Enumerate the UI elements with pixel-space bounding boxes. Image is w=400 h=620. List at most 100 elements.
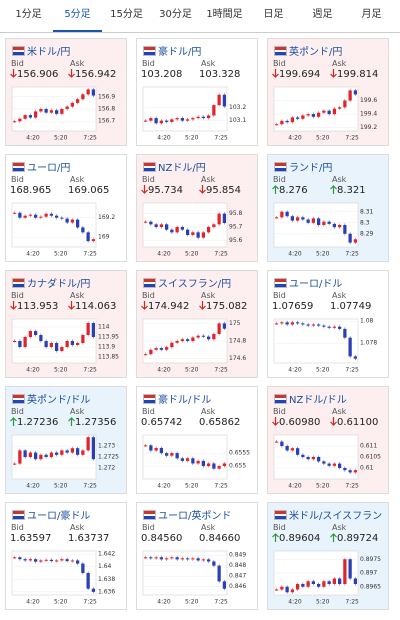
flag-icon	[12, 394, 25, 404]
x-tick-label: 4:20	[26, 483, 40, 490]
currency-card[interactable]: ユーロ/円 Bid Ask 168.965 169.065 169.2 169 4:20 5:2…	[5, 154, 127, 262]
tab[interactable]: 5分足	[53, 0, 102, 32]
candle	[301, 454, 305, 457]
candle	[60, 347, 64, 351]
currency-card[interactable]: ユーロ/豪ドル Bid Ask 1.63597 1.63737 1.642 1.64 1.63…	[5, 502, 127, 610]
candle	[13, 557, 17, 559]
tab[interactable]: 1分足	[15, 9, 42, 20]
candle	[170, 557, 174, 559]
arrow	[272, 69, 279, 78]
candle	[154, 447, 158, 451]
ask-value: 199.814	[330, 69, 378, 80]
currency-card[interactable]: ユーロ/英ポンド Bid Ask 0.84560 0.84660 0.849 0.848 0.…	[136, 502, 258, 610]
currency-card[interactable]: NZドル/円 Bid Ask 95.734 95.854 95.8 95.7 95.6 4:20…	[136, 154, 258, 262]
mini-chart: 114 113.95 113.9 113.85 4:20 5:20 7:25	[11, 318, 119, 374]
candle	[49, 213, 53, 216]
candle	[175, 557, 179, 560]
tab[interactable]: 月足	[361, 9, 382, 20]
x-tick-label: 7:25	[214, 367, 228, 374]
candle	[212, 333, 216, 340]
candle	[144, 557, 148, 559]
plot-bg	[142, 434, 228, 480]
candle	[55, 560, 59, 562]
candle	[76, 343, 80, 345]
candle	[60, 217, 64, 219]
x-tick-label: 7:25	[345, 599, 359, 606]
ask-text: 156.942	[75, 69, 117, 80]
candle	[44, 559, 48, 561]
trend-arrow	[10, 69, 17, 78]
candle	[49, 110, 53, 113]
candle	[159, 348, 163, 350]
candle	[280, 441, 284, 446]
flag-icon	[274, 394, 287, 404]
y-tick-label: 1.2725	[98, 454, 119, 461]
tab[interactable]: 1時間足	[206, 9, 243, 20]
candle	[217, 565, 221, 582]
bid-value: 103.208	[141, 69, 182, 80]
currency-card[interactable]: 英ポンド/円 Bid Ask 199.694 199.814 199.6 199.4 199.…	[267, 38, 389, 146]
currency-card[interactable]: 米ドル/スイスフラン Bid Ask 0.89604 0.89724 0.8975 0.89…	[267, 502, 389, 610]
candle	[13, 463, 17, 465]
tab[interactable]: 30分足	[159, 9, 192, 20]
trend-arrow	[330, 533, 337, 542]
candle	[86, 232, 90, 242]
currency-card[interactable]: ユーロ/ドル Bid Ask 1.07659 1.07749 1.08 1.078 4:20 5…	[267, 270, 389, 378]
currency-card[interactable]: 豪ドル/ドル Bid Ask 0.65742 0.65862 0.6555 0.655 4:2…	[136, 386, 258, 494]
ask-label: Ask	[201, 523, 216, 532]
candle	[34, 214, 38, 218]
currency-card[interactable]: 豪ドル/円 Bid Ask 103.208 103.328 103.2 103.1 4:20 5…	[136, 38, 258, 146]
bid-label: Bid	[142, 175, 155, 184]
candle	[159, 447, 163, 454]
candle	[311, 581, 315, 584]
currency-card[interactable]: 米ドル/円 Bid Ask 156.906 156.942 156.9 156.8 156.7…	[5, 38, 127, 146]
candle	[191, 558, 195, 560]
x-tick-label: 7:25	[83, 135, 97, 142]
candle	[306, 581, 310, 587]
arrow	[68, 417, 75, 426]
currency-card[interactable]: カナダドル/円 Bid Ask 113.953 114.063 114 113.95 113.…	[5, 270, 127, 378]
y-tick-label: 113.95	[98, 334, 119, 341]
ask-value: 1.27356	[68, 417, 116, 428]
x-tick-label: 7:25	[345, 483, 359, 490]
candle	[18, 118, 22, 122]
ask-value: 0.89724	[330, 533, 378, 544]
pair-title: ユーロ/ドル	[289, 279, 343, 290]
x-tick-label: 5:20	[316, 367, 330, 374]
currency-card[interactable]: スイスフラン/円 Bid Ask 174.942 175.082 175 174.8 174.…	[136, 270, 258, 378]
x-tick-label: 5:20	[54, 135, 68, 142]
flag-icon	[143, 394, 156, 404]
candle	[76, 560, 80, 564]
bid-value: 0.84560	[141, 533, 182, 544]
candle	[290, 448, 294, 451]
candle	[207, 227, 211, 233]
x-tick-label: 7:25	[83, 251, 97, 258]
candle	[28, 331, 32, 337]
y-tick-label: 1.636	[98, 588, 115, 595]
candle	[311, 218, 315, 223]
y-tick-label: 169.2	[98, 214, 115, 221]
currency-card[interactable]: ランド/円 Bid Ask 8.276 8.321 8.31 8.3 8.29 4:20 5:20…	[267, 154, 389, 262]
tab[interactable]: 週足	[312, 9, 333, 20]
candle	[317, 218, 321, 225]
tab[interactable]: 日足	[263, 9, 284, 20]
tab[interactable]: 15分足	[110, 9, 143, 20]
currency-card[interactable]: NZドル/ドル Bid Ask 0.60980 0.61100 0.611 0.6105 0.…	[267, 386, 389, 494]
candle	[149, 221, 153, 225]
flag-icon	[274, 162, 287, 172]
x-tick-label: 4:20	[288, 599, 302, 606]
currency-card[interactable]: 英ポンド/ドル Bid Ask 1.27236 1.27356 1.273 1.2725 1.…	[5, 386, 127, 494]
candle	[275, 124, 279, 126]
flag-icon	[274, 46, 287, 56]
candle	[343, 225, 347, 234]
mini-chart: 0.849 0.848 0.847 0.846 4:20 5:20 7:25	[142, 550, 246, 606]
y-tick-label: 95.6	[229, 237, 243, 244]
ask-text: 1.63737	[68, 533, 110, 544]
candle	[275, 323, 279, 325]
candle	[91, 89, 95, 96]
y-tick-label: 8.3	[360, 219, 370, 226]
bid-value: 174.942	[141, 301, 189, 312]
candle	[81, 227, 85, 233]
flag-icon	[274, 278, 287, 288]
bid-label: Bid	[142, 291, 155, 300]
